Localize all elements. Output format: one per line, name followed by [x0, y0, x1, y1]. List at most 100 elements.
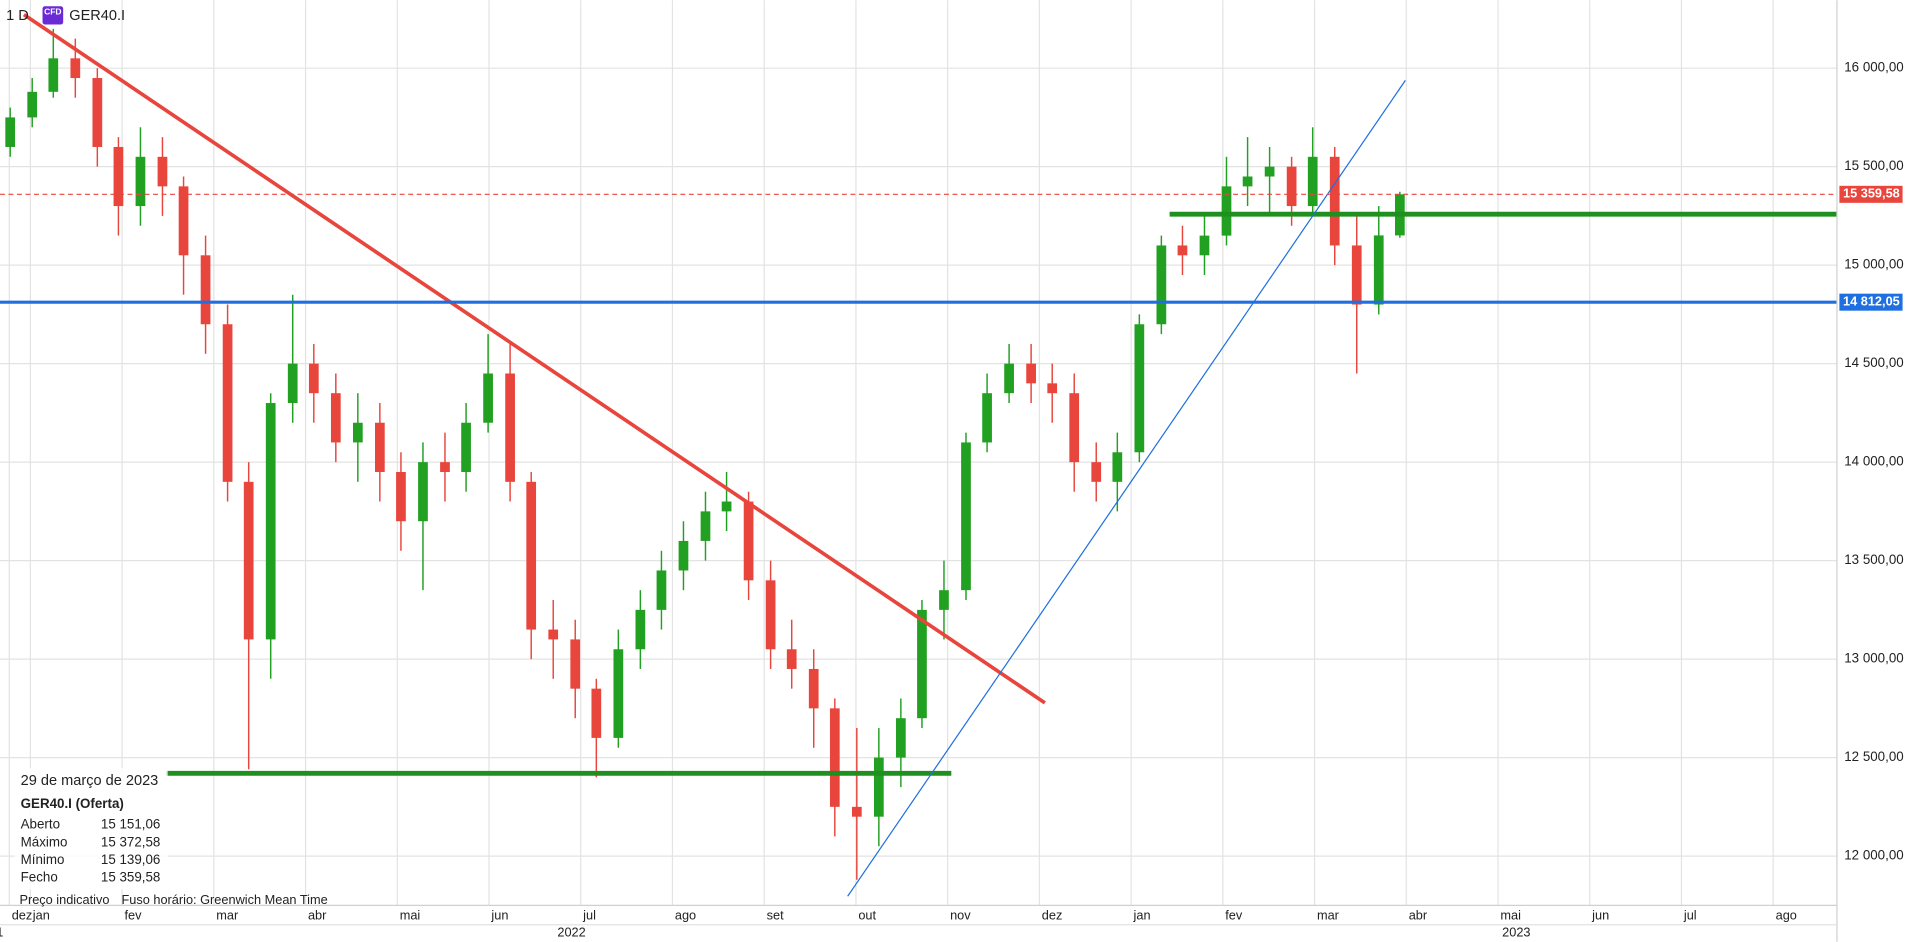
candle-body: [48, 58, 59, 92]
info-value: 15 359,58: [101, 870, 160, 885]
candle-body: [1351, 245, 1362, 305]
candle-body: [635, 609, 646, 650]
candle-body: [200, 255, 211, 325]
candle-body: [1134, 324, 1145, 453]
candle-body: [613, 649, 624, 738]
candle-body: [961, 442, 971, 591]
x-tick-label: set: [767, 908, 784, 923]
x-tick-label: jun: [490, 908, 508, 923]
candle-body: [939, 590, 949, 610]
info-title: GER40.I (Oferta): [21, 796, 124, 811]
axes: 12 000,00 12 500,00 13 000,00 13 500,00 14 0…: [0, 60, 1904, 940]
x-tick-label: ago: [675, 908, 696, 923]
interval: 1 D: [6, 8, 29, 24]
x-tick-label: fev: [1225, 908, 1243, 923]
candle-body: [743, 501, 754, 581]
x-tick-label: dez: [1042, 908, 1063, 923]
candle-body: [1199, 235, 1210, 256]
x-tick-label: mar: [216, 908, 239, 923]
candle-body: [765, 580, 776, 650]
footer-timezone: Fuso horário: Greenwich Mean Time: [121, 892, 327, 907]
info-panel: 29 de março de 2023 GER40.I (Oferta) Abe…: [14, 768, 168, 890]
candle-body: [1156, 245, 1167, 325]
candle-body: [982, 393, 992, 443]
candle-body: [418, 462, 428, 522]
candle-body: [222, 324, 233, 482]
year-label: 2022: [557, 925, 585, 940]
x-tick-label: mai: [400, 908, 421, 923]
candle-body: [1307, 156, 1318, 207]
info-value: 15 372,58: [101, 834, 160, 849]
y-tick-label: 12 500,00: [1844, 749, 1903, 764]
candle-body: [396, 471, 406, 522]
candle-body: [157, 156, 168, 187]
x-tick-label: abr: [308, 908, 327, 923]
cfd-icon-text: CFD: [44, 7, 61, 17]
candle-body: [92, 78, 103, 147]
candle-body: [1286, 166, 1297, 207]
candle-body: [483, 373, 493, 423]
candle-body: [1091, 462, 1102, 482]
x-tick-label: abr: [1409, 908, 1428, 923]
candle-body: [308, 363, 319, 394]
candle-body: [1177, 245, 1188, 256]
candle-body: [27, 91, 38, 118]
candle-body: [135, 156, 146, 207]
candle-body: [1373, 235, 1384, 305]
x-tick-label: jun: [1591, 908, 1609, 923]
info-label: Fecho: [21, 870, 58, 885]
candle-body: [1026, 363, 1036, 384]
y-tick-label: 15 500,00: [1844, 158, 1903, 173]
candle-body: [440, 462, 450, 472]
y-tick-label: 13 000,00: [1844, 651, 1903, 666]
x-tick-label: ago: [1776, 908, 1797, 923]
candle-body: [851, 806, 862, 817]
year-label: 2023: [1502, 925, 1530, 940]
candle-body: [656, 570, 667, 610]
x-tick-label: dez: [12, 908, 33, 923]
x-tick-label: nov: [950, 908, 971, 923]
candle-body: [1329, 156, 1340, 246]
info-label: Aberto: [21, 817, 60, 832]
x-tick-label: jul: [582, 908, 596, 923]
price-tag-label: 14 812,05: [1843, 294, 1900, 309]
y-tick-label: 16 000,00: [1844, 60, 1903, 75]
y-tick-label: 12 000,00: [1844, 848, 1903, 863]
y-tick-label: 14 500,00: [1844, 355, 1903, 370]
candle-body: [505, 373, 515, 482]
candle-body: [1004, 363, 1014, 394]
candle-body: [591, 688, 602, 738]
x-tick-label: jan: [1133, 908, 1151, 923]
candle-body: [721, 501, 732, 512]
x-tick-label: jan: [32, 908, 50, 923]
candle-body: [700, 511, 711, 541]
candle-body: [678, 540, 689, 571]
x-tick-label: jul: [1683, 908, 1697, 923]
candle-body: [5, 117, 16, 147]
y-tick-label: 13 500,00: [1844, 552, 1903, 567]
price-tag-label: 15 359,58: [1843, 186, 1900, 201]
x-tick-label: out: [858, 908, 876, 923]
info-label: Máximo: [21, 834, 68, 849]
candle-body: [896, 718, 906, 758]
candle-body: [829, 708, 840, 807]
candle-body: [873, 757, 884, 817]
candle-body: [287, 363, 298, 404]
trend-line: [22, 13, 1046, 705]
info-label: Mínimo: [21, 852, 65, 867]
candle-body: [1112, 452, 1123, 482]
info-value: 15 151,06: [101, 817, 160, 832]
price-tag: [1839, 185, 1903, 203]
info-date: 29 de março de 2023: [21, 773, 159, 789]
candle-body: [786, 649, 797, 669]
candle-body: [265, 403, 276, 640]
footer-price: Preço indicativo: [19, 892, 109, 907]
candle-body: [1221, 186, 1232, 236]
x-tick-label: mai: [1500, 908, 1521, 923]
candle-body: [461, 422, 471, 472]
candle-body: [70, 58, 81, 79]
y-tick-label: 15 000,00: [1844, 257, 1903, 272]
candle-body: [808, 668, 819, 709]
